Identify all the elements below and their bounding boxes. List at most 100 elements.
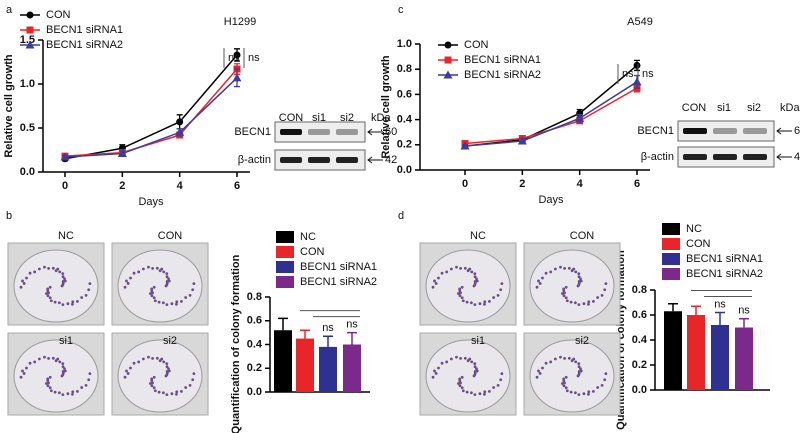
- colony: [43, 265, 46, 269]
- x-tick-label: 4: [577, 178, 584, 190]
- colony: [25, 366, 28, 370]
- unit-label: kDa: [371, 112, 391, 124]
- plate-label: CON: [570, 230, 595, 242]
- row-label: β-actin: [238, 154, 271, 166]
- colony: [22, 282, 26, 285]
- band: [308, 129, 330, 135]
- colony: [582, 302, 586, 306]
- colony: [28, 271, 32, 275]
- colony: [470, 360, 474, 364]
- band: [308, 157, 330, 163]
- colony: [500, 372, 504, 376]
- colony: [478, 302, 482, 306]
- lane-label: CON: [682, 102, 707, 114]
- row-label: BECN1: [637, 125, 674, 137]
- plate: [13, 339, 99, 413]
- colony: [499, 288, 503, 292]
- y-tick-label: 0.8: [632, 284, 647, 296]
- colony: [567, 266, 571, 270]
- colony: [549, 360, 553, 364]
- colony: [473, 365, 477, 369]
- colony: [564, 285, 568, 289]
- colony: [460, 386, 464, 390]
- colony: [434, 372, 438, 375]
- colony: [492, 296, 496, 299]
- y-tick-label: 0.0: [632, 384, 647, 396]
- colony: [61, 303, 65, 307]
- colony: [603, 378, 607, 382]
- colony: [535, 375, 539, 379]
- arrow: [367, 156, 383, 164]
- colony: [483, 392, 486, 396]
- colony: [84, 293, 88, 297]
- colony: [61, 272, 65, 276]
- colony: [192, 282, 196, 286]
- chart-title: H1299: [224, 16, 256, 28]
- plate-label: si1: [471, 335, 485, 347]
- colony: [564, 375, 568, 379]
- colony: [473, 303, 477, 307]
- lane-label: si1: [717, 102, 731, 114]
- error-bar: [739, 318, 749, 328]
- colony: [431, 285, 435, 289]
- lane-label: si2: [747, 102, 761, 114]
- colony: [170, 302, 174, 306]
- colony: [66, 392, 70, 396]
- legend-label: BECN1 siRNA1: [464, 54, 541, 66]
- colony: [47, 266, 50, 270]
- colony: [58, 270, 62, 274]
- error-bar: [278, 317, 288, 331]
- colony: [54, 269, 58, 273]
- band: [683, 128, 707, 134]
- colony: [487, 389, 491, 393]
- colony: [537, 369, 540, 373]
- colony: [61, 275, 65, 279]
- panel-label: a: [6, 4, 13, 16]
- legend-label: CON: [686, 238, 711, 250]
- colony: [175, 302, 178, 306]
- colony: [63, 279, 67, 283]
- error-bar: [347, 331, 357, 345]
- colony: [141, 267, 145, 271]
- y-tick-label: 0.6: [397, 88, 412, 100]
- y-tick-label: 0.5: [20, 122, 35, 134]
- colony: [129, 276, 132, 280]
- colony: [125, 279, 128, 283]
- annotation: ns: [322, 322, 334, 334]
- colony: [449, 357, 453, 361]
- colony: [84, 383, 88, 387]
- bar: [711, 325, 729, 390]
- y-axis-label: Quantification of colony formation: [230, 254, 242, 433]
- colony: [161, 391, 165, 395]
- colony: [459, 381, 462, 385]
- colony: [587, 390, 591, 394]
- bar: [319, 346, 337, 392]
- band: [336, 129, 358, 135]
- annotation: ns: [738, 305, 750, 317]
- colony: [562, 294, 566, 298]
- error-bar: [691, 305, 701, 315]
- colony: [564, 386, 568, 390]
- y-tick-label: 0.4: [397, 114, 413, 126]
- colony: [459, 291, 462, 295]
- colony: [153, 299, 157, 303]
- colony: [175, 392, 178, 396]
- y-tick-label: 0.2: [632, 359, 647, 371]
- error-bar: [668, 303, 678, 312]
- colony: [80, 386, 84, 389]
- plate: [529, 249, 615, 323]
- colony: [57, 391, 61, 395]
- colony: [469, 301, 473, 305]
- y-tick-label: 0.2: [397, 139, 412, 151]
- plate: [117, 249, 203, 323]
- plate: [425, 339, 511, 413]
- colony: [61, 362, 65, 366]
- colony: [541, 276, 544, 280]
- colony: [184, 386, 188, 389]
- colony: [437, 276, 440, 280]
- colony: [475, 369, 479, 373]
- colony: [150, 294, 154, 298]
- y-axis-label: Relative cell growth: [3, 54, 15, 158]
- colony: [553, 357, 557, 361]
- colony: [473, 362, 477, 366]
